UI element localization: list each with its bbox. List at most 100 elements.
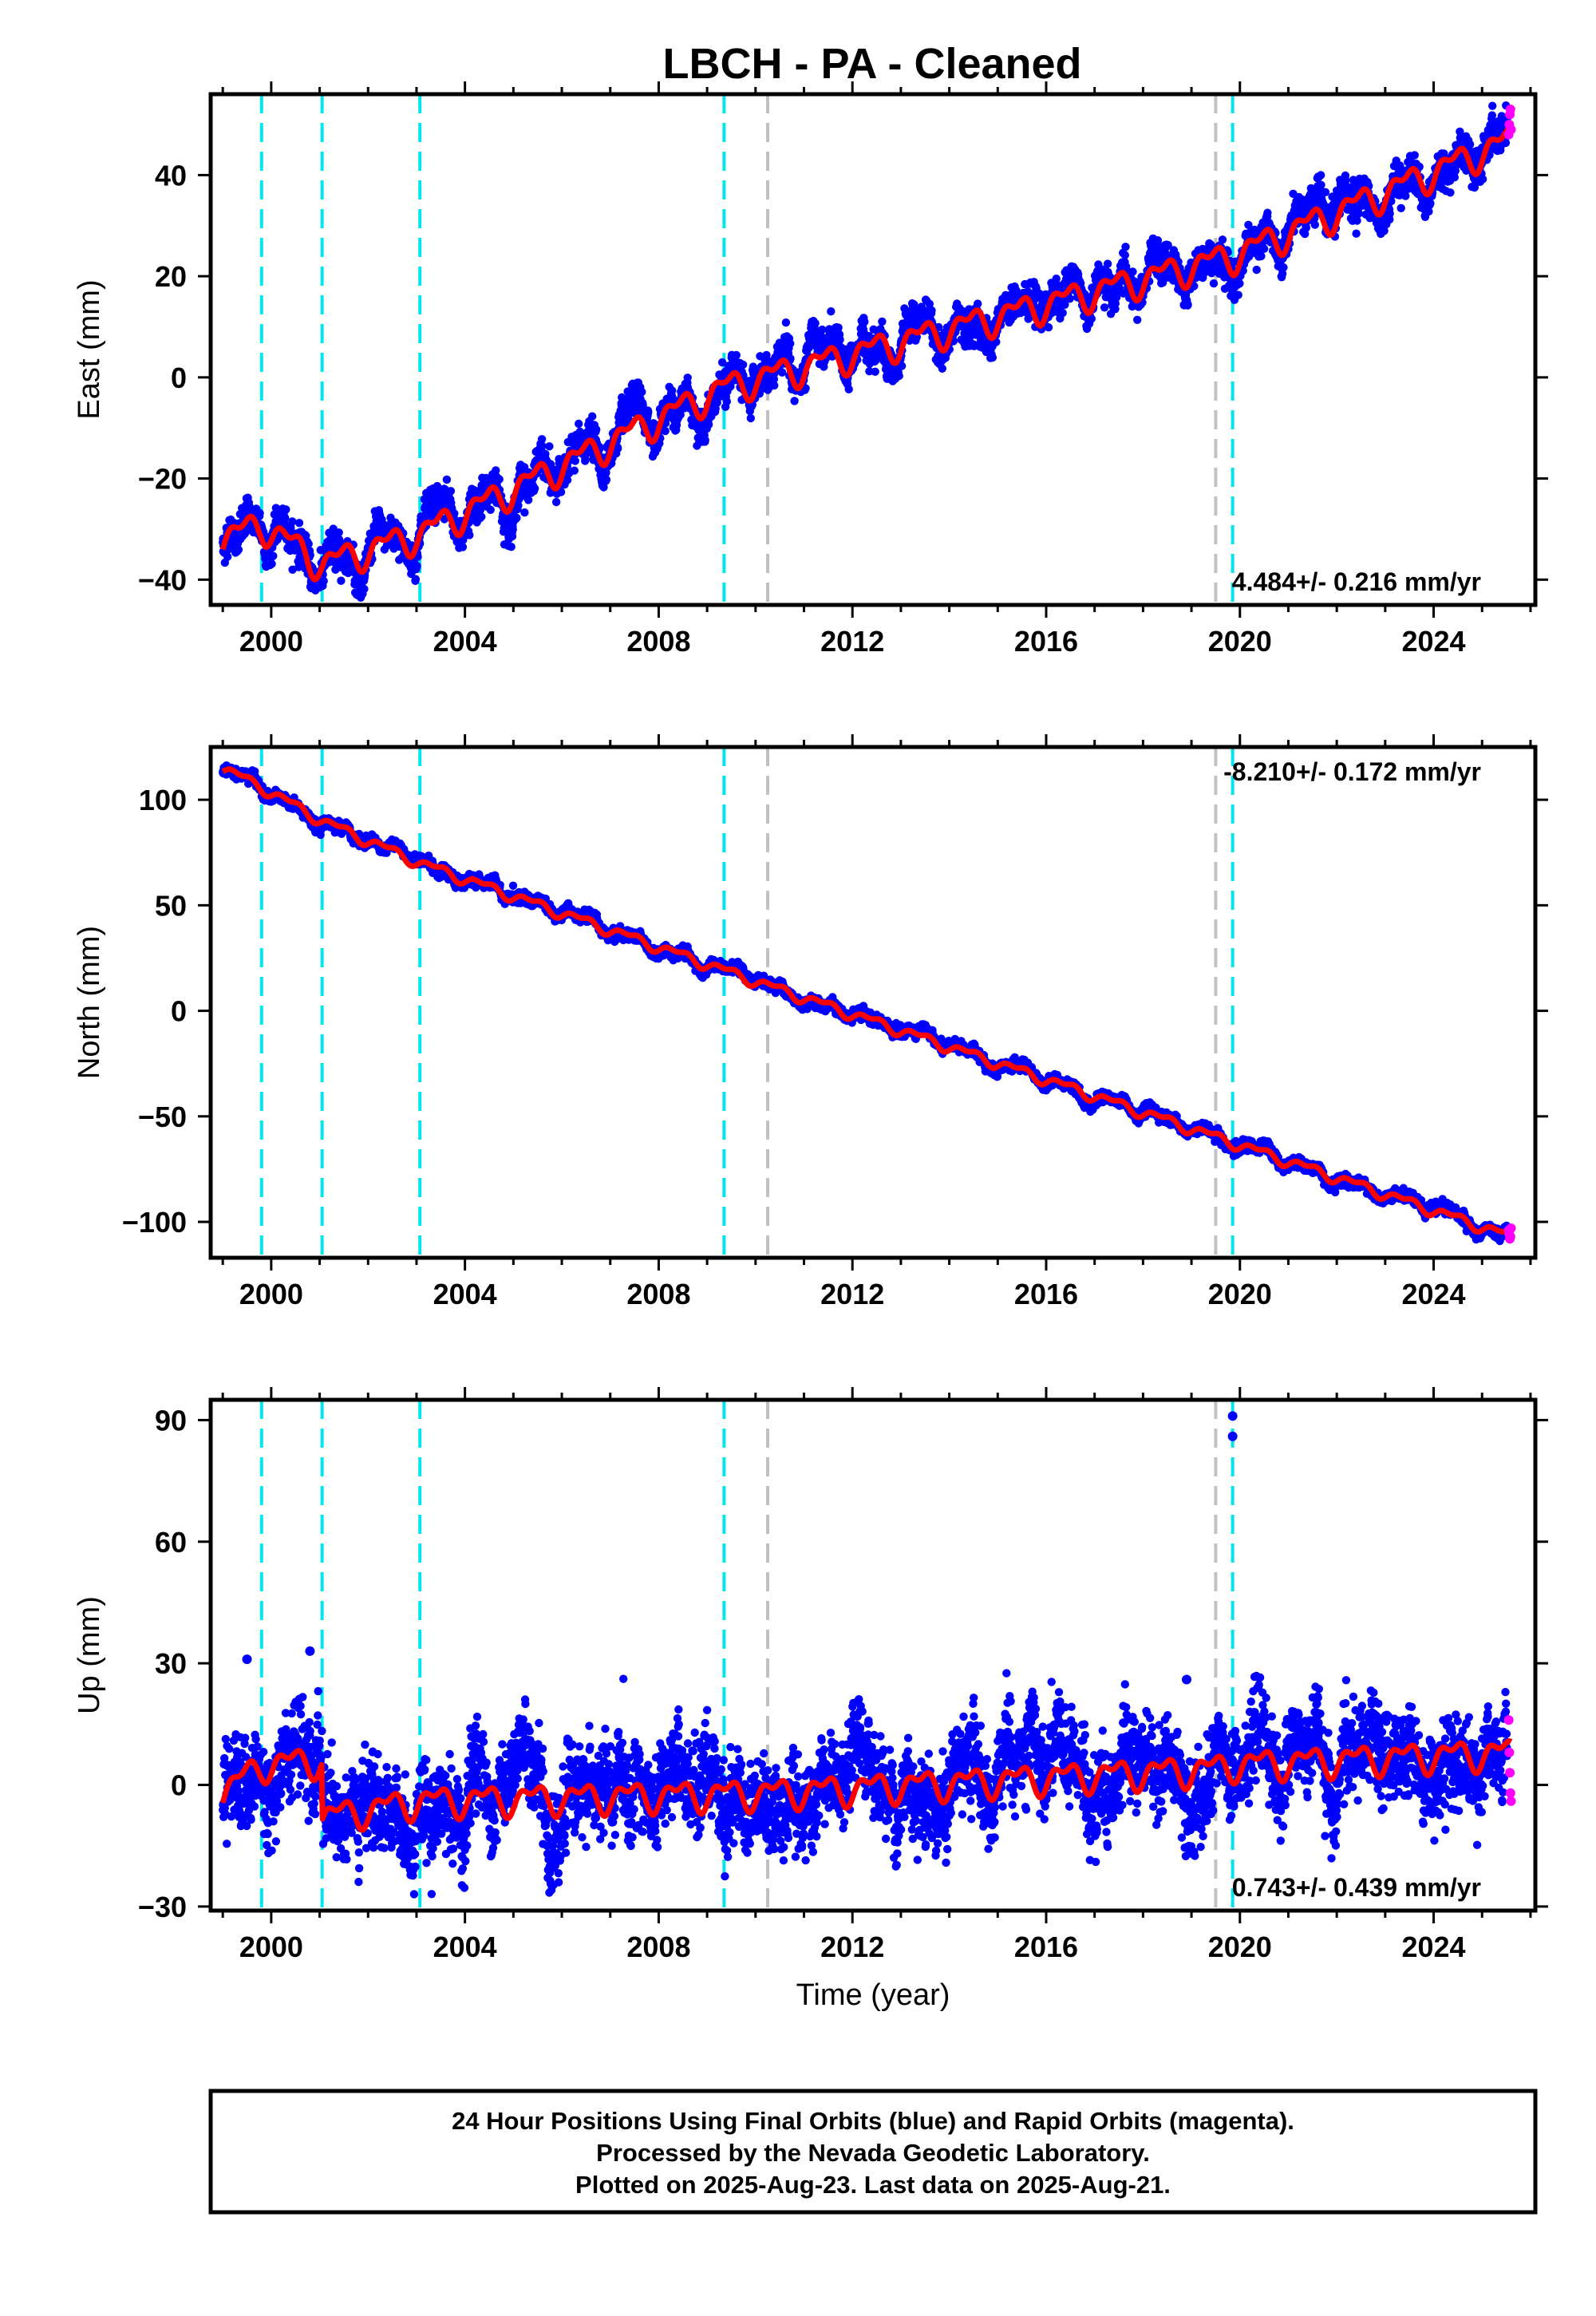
data-point (1065, 294, 1074, 303)
data-point (1478, 175, 1487, 184)
data-point (288, 517, 297, 526)
data-point (781, 318, 791, 327)
data-point (1354, 209, 1363, 218)
data-point (1401, 192, 1410, 200)
data-point (1087, 314, 1096, 323)
data-point (523, 496, 533, 504)
data-point (337, 576, 346, 585)
data-point (1044, 323, 1053, 332)
data-point (974, 299, 982, 308)
data-point (240, 529, 250, 538)
data-point (1183, 300, 1192, 309)
data-point (746, 413, 755, 423)
data-point (507, 543, 516, 551)
data-point (334, 528, 343, 537)
data-point (1385, 209, 1394, 218)
data-point (1061, 300, 1069, 309)
data-point (530, 484, 539, 493)
data-point (556, 488, 566, 496)
data-point (1257, 251, 1266, 261)
data-point (1121, 243, 1130, 251)
data-point (458, 543, 468, 551)
x-tick-label: 2000 (239, 625, 303, 658)
data-point (1396, 204, 1405, 212)
data-point (486, 505, 495, 514)
data-point (1209, 279, 1219, 288)
data-point (638, 401, 647, 409)
data-point (1103, 259, 1112, 268)
data-point (413, 561, 421, 571)
data-point (360, 584, 369, 594)
data-point (732, 350, 741, 360)
data-point (786, 339, 795, 348)
data-point (1353, 216, 1361, 225)
data-point (520, 508, 529, 517)
data-point (1352, 229, 1361, 238)
data-point (450, 509, 459, 518)
data-point (563, 476, 572, 484)
data-point (614, 444, 622, 453)
data-point (599, 483, 608, 492)
data-point (1279, 263, 1288, 272)
data-point (895, 371, 903, 381)
data-point (704, 420, 713, 429)
data-point (988, 353, 998, 362)
data-point (551, 497, 561, 507)
data-point (1234, 290, 1242, 299)
data-point (701, 436, 709, 445)
data-point (644, 408, 653, 417)
rapid-orbit-point (1505, 105, 1515, 115)
data-point (446, 487, 456, 496)
data-point (1128, 267, 1137, 276)
panels: 2000 2004 2008 2012 2016 2020 2024−40−2002040E… (73, 81, 1548, 2012)
data-point (1310, 220, 1320, 229)
panel-east: 2000 2004 2008 2012 2016 2020 2024−40−2002040E… (73, 81, 1548, 658)
data-point (571, 456, 579, 465)
data-point (411, 575, 421, 583)
x-tick-label: 2004 (433, 625, 497, 658)
data-point (545, 442, 554, 451)
data-point (927, 306, 936, 315)
data-point (538, 441, 547, 450)
data-point (477, 512, 486, 521)
data-point (834, 323, 843, 332)
data-point (925, 299, 934, 308)
x-tick-label: 2012 (820, 625, 884, 658)
x-tick-label: 2008 (626, 625, 690, 658)
data-point (786, 354, 795, 363)
x-tick-label: 2024 (1401, 625, 1465, 658)
data-point (575, 419, 583, 429)
data-point (676, 410, 685, 419)
data-point (440, 515, 449, 524)
data-point (512, 513, 521, 523)
data-point (668, 386, 677, 395)
data-point (1100, 303, 1109, 312)
data-point (465, 531, 474, 539)
data-point (827, 307, 836, 316)
plot-area-east (219, 94, 1516, 605)
data-point (442, 475, 452, 484)
data-point (514, 501, 523, 510)
x-tick-label: 2016 (1014, 625, 1078, 658)
data-point (778, 368, 787, 377)
y-tick-label: 40 (155, 159, 187, 192)
data-point (1487, 111, 1497, 120)
data-point (1218, 235, 1227, 244)
data-point (1133, 315, 1142, 324)
data-point (588, 412, 597, 421)
data-point (938, 364, 947, 373)
data-point (790, 397, 799, 405)
data-point (818, 325, 827, 334)
data-point (844, 385, 853, 393)
data-point (1321, 188, 1330, 196)
data-point (282, 505, 290, 514)
data-point (602, 475, 611, 484)
data-point (281, 513, 290, 523)
data-point (762, 350, 771, 360)
data-point (1317, 171, 1325, 180)
data-point (234, 545, 243, 554)
data-point (897, 362, 907, 370)
data-point (738, 360, 748, 370)
data-point (255, 508, 264, 518)
